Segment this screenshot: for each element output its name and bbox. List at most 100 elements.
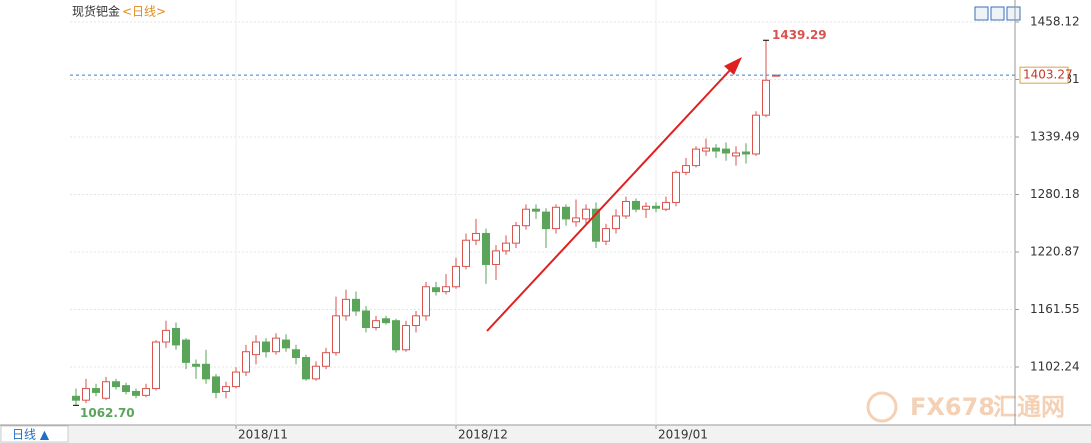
candle-body (82, 388, 90, 401)
candle-body (202, 363, 210, 380)
y-tick-label: 1280.18 (1030, 187, 1080, 201)
candle-body (462, 239, 470, 267)
candle-body (282, 339, 290, 349)
period-button-label[interactable]: 日线 ▲ (12, 428, 50, 442)
watermark: FX678 汇通网 (866, 391, 1065, 423)
candle-body (532, 208, 540, 212)
candle-body (522, 208, 530, 227)
x-tick-label: 2018/11 (238, 428, 288, 442)
reset-button[interactable] (1006, 6, 1021, 21)
candle-body (272, 337, 280, 353)
candle-body (432, 287, 440, 293)
candle-body (122, 385, 130, 392)
candle-body (572, 217, 580, 223)
candle-body (92, 388, 100, 393)
candle-body (642, 205, 650, 210)
candle-body (542, 211, 550, 230)
zoom-out-button[interactable] (990, 6, 1005, 21)
candle-body (682, 165, 690, 173)
trend-arrow (486, 57, 742, 332)
candle-body (72, 395, 80, 401)
candle-body (512, 225, 520, 244)
candle-body (562, 206, 570, 220)
candle-body (502, 242, 510, 252)
candle-body (162, 329, 170, 343)
candle-body (412, 315, 420, 327)
candle-body (212, 376, 220, 393)
watermark-logo (866, 391, 898, 423)
toolbar (974, 6, 1021, 21)
candle-body (712, 147, 720, 152)
chart-subtitle[interactable]: <日线> (122, 5, 166, 19)
candle-body (152, 341, 160, 390)
candle-body (242, 351, 250, 373)
arrow-line (486, 67, 733, 332)
candle-body (742, 151, 750, 155)
last-price-label: 1403.27 (1023, 68, 1073, 82)
candle-body (112, 381, 120, 388)
candle-body (302, 357, 310, 380)
watermark-brand: FX678 (910, 393, 995, 421)
low-label: 1062.70 (80, 406, 135, 420)
candle-body (372, 320, 380, 328)
candle-body (102, 381, 110, 399)
candle-body (612, 215, 620, 230)
candle-body (362, 310, 370, 328)
candle-body (292, 349, 300, 359)
candle-body (722, 148, 730, 154)
candle-body (182, 339, 190, 363)
candle-body (632, 200, 640, 210)
candle-body (132, 390, 140, 396)
candle-body (582, 208, 590, 220)
candle-body (392, 320, 400, 351)
candle-body (762, 79, 770, 116)
candle-body (472, 232, 480, 241)
candle-body (602, 228, 610, 242)
candle-body (402, 325, 410, 351)
candle-body (322, 352, 330, 367)
zoom-in-button[interactable] (974, 6, 989, 21)
high-label: 1439.29 (772, 28, 827, 42)
last-price-box (1019, 66, 1069, 84)
candle-body (552, 206, 560, 230)
period-button[interactable] (0, 425, 69, 443)
candle-body (312, 365, 320, 380)
candle-body (662, 201, 670, 210)
candle-body (702, 147, 710, 152)
candle-body (422, 286, 430, 317)
x-tick-label: 2018/12 (458, 428, 508, 442)
candle-body (332, 315, 340, 354)
candle-body (732, 152, 740, 157)
candle-body (672, 171, 680, 203)
candle-body (192, 363, 200, 367)
candle-body (692, 148, 700, 167)
y-tick-label: 1161.55 (1030, 302, 1080, 316)
candle-body (452, 265, 460, 288)
y-tick-label: 1458.12 (1030, 15, 1080, 29)
candle-body (482, 232, 490, 265)
candle-body (382, 318, 390, 324)
candle-body (252, 341, 260, 356)
candle-body (262, 341, 270, 353)
candle-body (752, 114, 760, 155)
y-tick-label: 1220.87 (1030, 244, 1080, 258)
candle-body (592, 208, 600, 242)
y-tick-label: 1339.49 (1030, 130, 1080, 144)
arrow-head (724, 57, 742, 75)
candle-body (352, 298, 360, 312)
y-tick-label: 1102.24 (1030, 359, 1080, 373)
candle-body (342, 298, 350, 317)
candle-body (232, 371, 240, 388)
candle-body (172, 327, 180, 346)
chart-title: 现货钯金 (72, 4, 120, 19)
watermark-name: 汇通网 (993, 393, 1065, 421)
candle-body (652, 205, 660, 209)
x-tick-label: 2019/01 (658, 428, 708, 442)
candle-body (142, 388, 150, 396)
candle-body (622, 200, 630, 217)
candle-body (222, 386, 230, 392)
bottom-bar (0, 425, 1091, 443)
candle-body (442, 286, 450, 293)
candle-body (492, 250, 500, 265)
